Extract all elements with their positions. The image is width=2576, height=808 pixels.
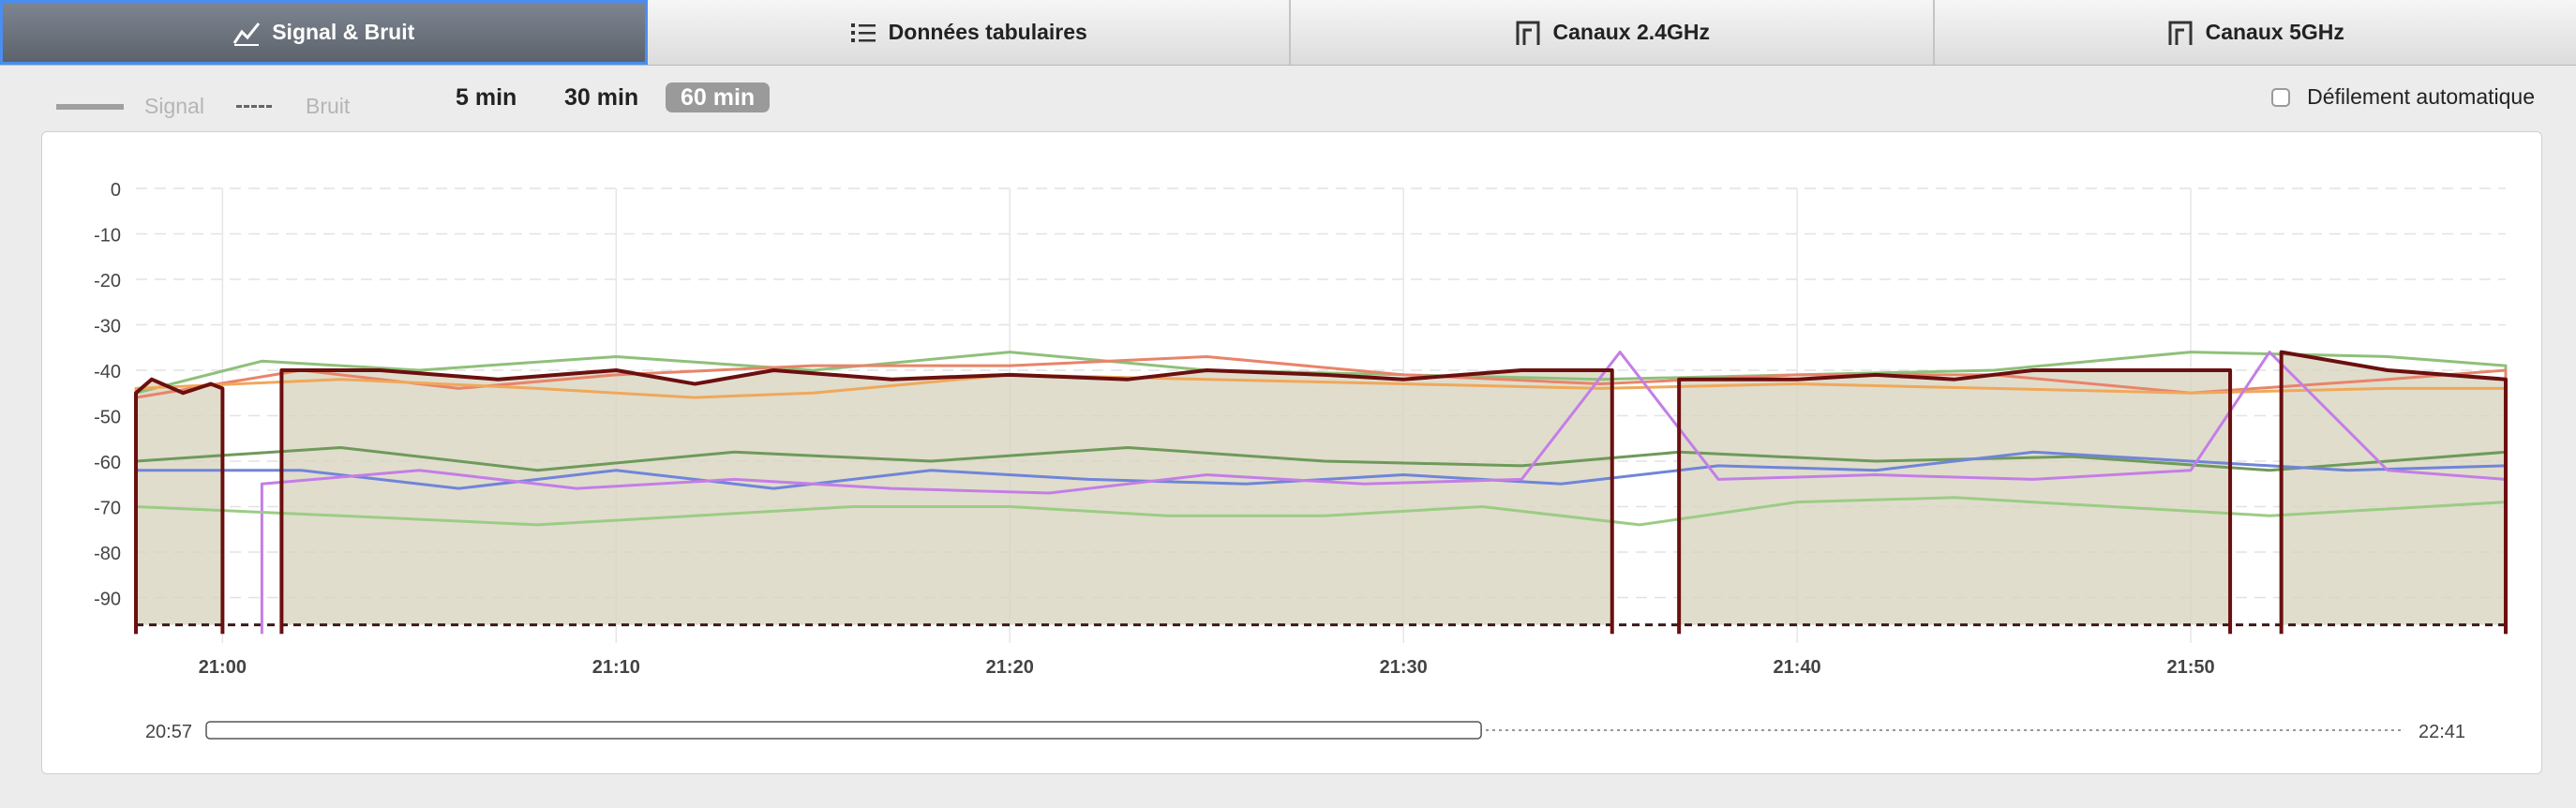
list-icon (850, 22, 876, 42)
tab-tabular-data[interactable]: Données tabulaires (648, 0, 1291, 65)
tab-label: Signal & Bruit (272, 20, 415, 44)
y-tick-label: -10 (94, 226, 121, 247)
legend-noise: Bruit (236, 94, 350, 119)
signal-area (2281, 352, 2506, 625)
y-tick-label: -80 (94, 544, 121, 564)
line-chart-icon (232, 22, 261, 46)
y-tick-label: -30 (94, 317, 121, 337)
y-tick-label: -90 (94, 590, 121, 610)
autoscroll-checkbox[interactable] (2271, 87, 2291, 107)
signal-swatch (56, 103, 124, 110)
autoscroll-label: Défilement automatique (2307, 84, 2535, 109)
signal-series-line (1677, 368, 2233, 635)
channel-icon (2168, 21, 2193, 45)
x-tick-label: 21:30 (1380, 657, 1428, 678)
legend-noise-label: Bruit (306, 94, 351, 118)
signal-area (281, 370, 1612, 625)
y-tick-label: -60 (94, 453, 121, 473)
signal-series-line (134, 445, 2508, 635)
tab-label: Canaux 2.4GHz (1552, 20, 1710, 44)
x-tick-label: 21:00 (199, 657, 247, 678)
autoscroll-toggle[interactable]: Défilement automatique (2271, 84, 2535, 110)
tab-signal-noise[interactable]: Signal & Bruit (0, 0, 648, 65)
x-tick-label: 21:50 (2166, 657, 2214, 678)
x-tick-label: 21:10 (592, 657, 640, 678)
range-60min-button[interactable]: 60 min (666, 82, 771, 112)
legend-signal-label: Signal (144, 94, 204, 118)
signal-series-line (134, 373, 2508, 635)
legend-signal: Signal (56, 94, 204, 119)
y-tick-label: -20 (94, 271, 121, 292)
signal-area (136, 379, 223, 625)
range-5min-button[interactable]: 5 min (456, 84, 517, 111)
signal-series-line (279, 368, 1614, 635)
chart-panel: 0 -10 -20 -30 -40 -50 -60 -70 -80 -90 21:00 21:10 21… (41, 131, 2542, 774)
signal-series-line (260, 351, 2508, 635)
y-tick-label: -40 (94, 362, 121, 382)
timeline-start-label: 20:57 (145, 722, 192, 742)
timeline-window-handle[interactable] (205, 721, 1482, 740)
view-tab-bar: Signal & Bruit Données tabulaires Canaux… (0, 0, 2576, 66)
signal-series-line (2279, 350, 2508, 635)
noise-swatch (236, 105, 272, 108)
channel-icon (1516, 21, 1540, 45)
y-tick-label: -70 (94, 499, 121, 519)
tab-label: Canaux 5GHz (2205, 20, 2344, 44)
signal-series-line (134, 354, 2508, 635)
signal-noise-chart: 0 -10 -20 -30 -40 -50 -60 -70 -80 -90 21:00 21:10 21… (94, 180, 2508, 742)
y-tick-label: -50 (94, 408, 121, 428)
x-tick-label: 21:40 (1774, 657, 1821, 678)
tab-channels-24ghz[interactable]: Canaux 2.4GHz (1291, 0, 1935, 65)
signal-series-line (134, 450, 2508, 635)
tab-label: Données tabulaires (888, 20, 1087, 44)
x-tick-label: 21:20 (986, 657, 1034, 678)
range-30min-button[interactable]: 30 min (564, 84, 639, 111)
signal-series-line (134, 377, 225, 635)
signal-series-line (134, 496, 2508, 635)
y-tick-label: 0 (111, 180, 121, 201)
toolbar: Signal Bruit 5 min 30 min 60 min Défilem… (0, 66, 2576, 127)
timeline-end-label: 22:41 (2419, 722, 2465, 742)
tab-channels-5ghz[interactable]: Canaux 5GHz (1935, 0, 2576, 65)
